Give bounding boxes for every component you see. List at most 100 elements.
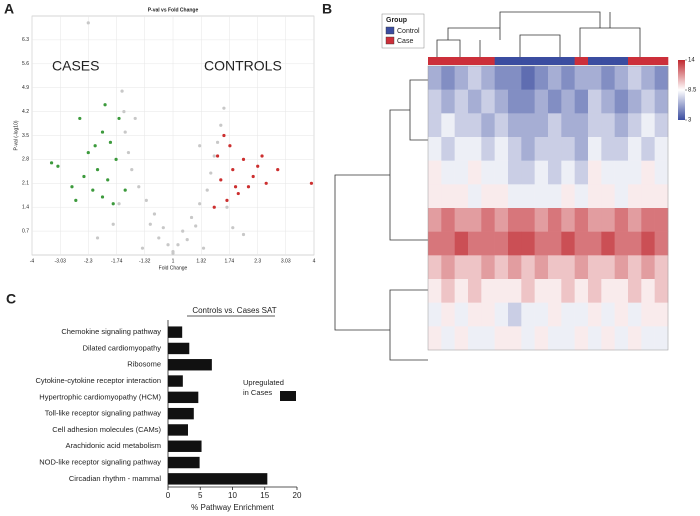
heat-cell [628,113,642,138]
point [225,198,229,202]
point [212,154,216,158]
group-cell [428,57,442,65]
heat-cell [561,89,575,114]
heat-cell [468,160,482,185]
point [260,154,264,158]
heat-cell [468,231,482,256]
group-cell [654,57,669,65]
point [111,222,115,226]
heat-cell [614,231,629,256]
heat-cell [481,184,495,209]
heat-cell [641,279,655,303]
x-axis-label: Fold Change [159,265,188,271]
heat-cell [428,302,442,327]
heat-cell [601,279,615,303]
y-tick-label: 2.1 [22,181,29,187]
x-tick-label: 5 [198,491,203,500]
heat-cell [454,160,469,185]
heat-cell [441,231,455,256]
heat-cell [614,326,629,351]
heat-cell [548,302,562,327]
point [198,202,202,206]
heat-cell [441,302,455,327]
bar [168,326,183,338]
chart-title: Controls vs. Cases SAT [192,306,276,315]
heat-cell [534,113,549,138]
heat-cell [654,160,669,185]
heat-cell [561,255,575,280]
x-tick-label: -2.3 [84,258,93,264]
group-cell [614,57,629,65]
point [86,150,90,155]
heat-cell [454,326,469,351]
point [74,198,78,202]
point [137,185,141,189]
heat-cell [548,66,562,90]
heat-cell [468,302,482,327]
heat-cell [508,255,522,280]
heat-cell [654,255,669,280]
heat-cell [454,208,469,232]
heat-cell [574,113,589,138]
point [86,21,90,25]
heat-cell [468,326,482,351]
heat-cell [654,184,669,209]
point [56,164,60,168]
heat-cell [468,255,482,280]
heat-cell [548,279,562,303]
point [103,103,107,107]
point [256,164,260,168]
x-tick-label: 20 [293,491,302,500]
point [100,130,105,134]
heat-cell [588,113,602,138]
heat-cell [574,184,589,209]
heat-cell [574,137,589,161]
heat-cell [468,89,482,114]
point [231,168,235,172]
heat-cell [521,326,535,351]
heat-cell [534,208,549,232]
bar [168,391,199,404]
heat-cell [441,279,455,303]
heat-cell [494,66,509,90]
heat-cell [588,326,602,351]
point [95,236,100,240]
group-cell [534,57,549,65]
group-cell [441,57,455,65]
heat-cell [561,231,575,256]
point [241,232,246,237]
heat-cell [494,89,509,114]
heat-cell [561,279,575,303]
point [117,116,121,121]
legend: Upregulated in Cases [243,378,284,397]
point [114,157,118,161]
heat-cell [614,279,629,303]
group-cell [574,57,589,65]
heat-cell [574,231,589,256]
heat-cell [641,89,655,114]
point [222,106,226,110]
point [264,181,268,185]
point [91,188,95,192]
point [161,226,165,230]
heat-cell [614,184,629,209]
point [108,140,113,144]
point [209,171,213,175]
heat-cell [428,279,442,303]
y-tick-label: 4.9 [22,85,29,91]
annotation: CONTROLS [204,58,282,74]
point [181,229,185,233]
heat-cell [508,326,522,351]
heat-cell [521,302,535,327]
heat-cell [454,302,469,327]
heat-cell [481,255,495,280]
y-tick-label: 5.6 [22,61,29,67]
heat-cell [521,137,535,161]
panel-label: C [6,291,16,307]
heat-cell [628,302,642,327]
heat-cell [588,89,602,114]
group-cell [561,57,575,65]
panel-label: A [4,1,14,17]
heat-cell [614,66,629,90]
point [78,116,82,121]
